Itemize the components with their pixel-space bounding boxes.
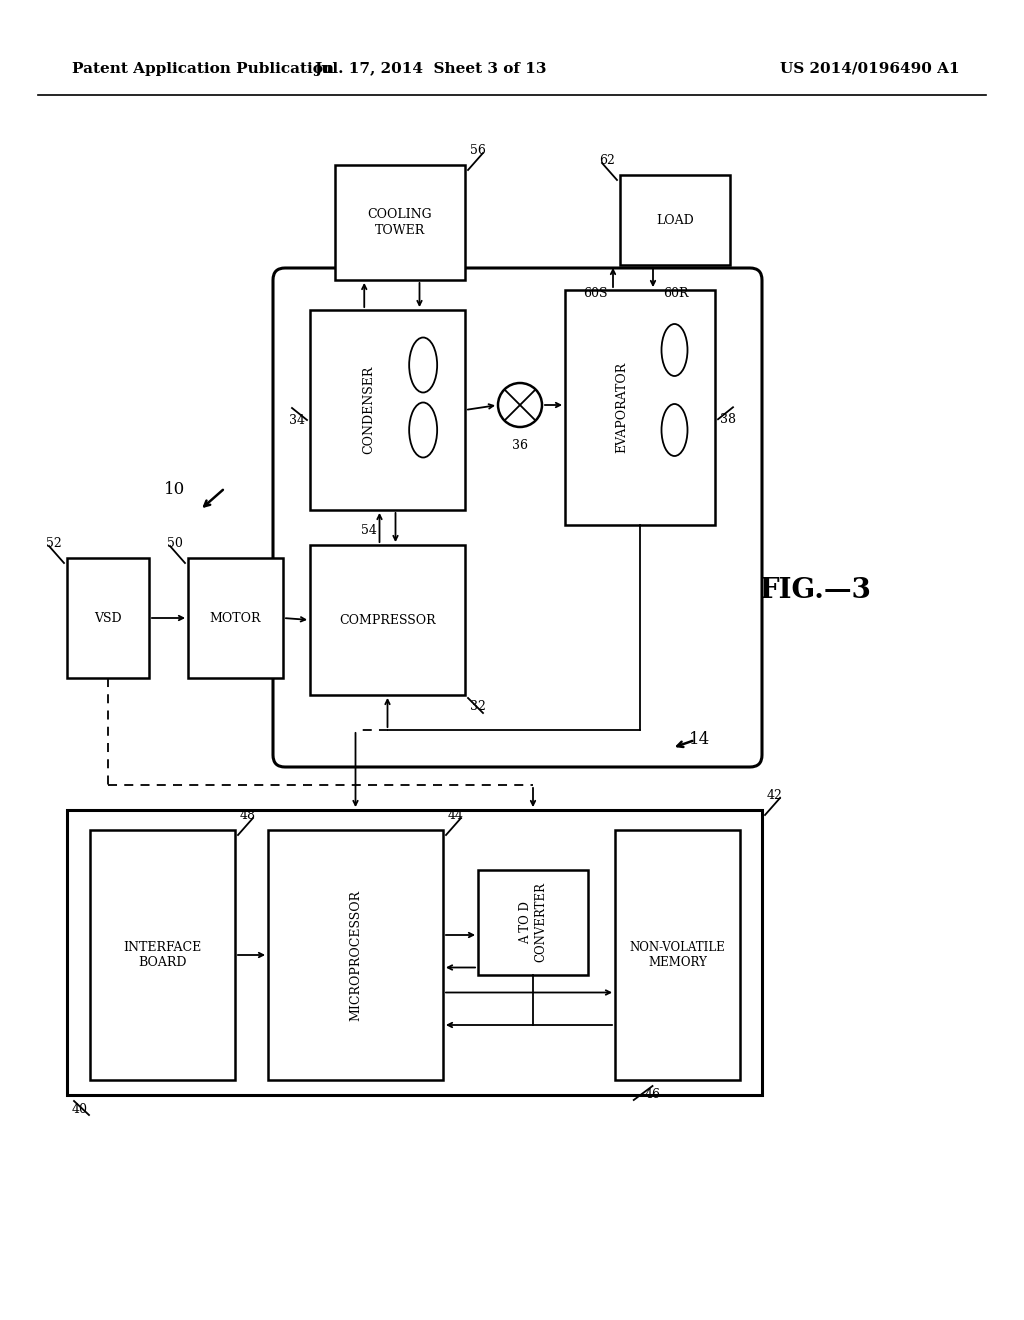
Text: 38: 38	[720, 413, 736, 426]
Bar	[268, 830, 443, 1080]
Text: CONDENSER: CONDENSER	[362, 366, 376, 454]
Text: 14: 14	[689, 731, 711, 748]
Text: NON-VOLATILE
MEMORY: NON-VOLATILE MEMORY	[630, 941, 725, 969]
Bar	[188, 558, 283, 678]
Bar	[67, 810, 762, 1096]
Ellipse shape	[410, 403, 437, 458]
Bar	[90, 830, 234, 1080]
Text: 56: 56	[470, 144, 485, 157]
Text: US 2014/0196490 A1: US 2014/0196490 A1	[780, 62, 961, 77]
Bar	[67, 558, 150, 678]
Bar	[310, 310, 465, 510]
Text: Jul. 17, 2014  Sheet 3 of 13: Jul. 17, 2014 Sheet 3 of 13	[313, 62, 546, 77]
Text: 60R: 60R	[663, 286, 688, 300]
Text: 50: 50	[167, 537, 183, 550]
Text: COMPRESSOR: COMPRESSOR	[339, 614, 436, 627]
Text: COOLING
TOWER: COOLING TOWER	[368, 209, 432, 236]
Text: 34: 34	[289, 413, 305, 426]
Text: 52: 52	[46, 537, 62, 550]
Ellipse shape	[662, 404, 687, 455]
Text: Patent Application Publication: Patent Application Publication	[72, 62, 334, 77]
Text: VSD: VSD	[94, 611, 122, 624]
Text: 10: 10	[165, 482, 185, 499]
Text: MICROPROCESSOR: MICROPROCESSOR	[349, 890, 362, 1020]
Ellipse shape	[410, 338, 437, 392]
Bar	[478, 870, 588, 975]
Text: 40: 40	[72, 1104, 88, 1115]
Text: 46: 46	[644, 1088, 660, 1101]
Bar	[565, 290, 715, 525]
Text: 32: 32	[470, 700, 485, 713]
Text: LOAD: LOAD	[656, 214, 694, 227]
Bar	[615, 830, 740, 1080]
Text: FIG.—3: FIG.—3	[760, 577, 871, 603]
Bar	[620, 176, 730, 265]
Bar	[310, 545, 465, 696]
Text: EVAPORATOR: EVAPORATOR	[615, 362, 629, 453]
Text: 54: 54	[361, 524, 377, 537]
Text: 60S: 60S	[584, 286, 608, 300]
Text: A TO D
CONVERTER: A TO D CONVERTER	[519, 883, 547, 962]
Text: 36: 36	[512, 440, 528, 451]
Ellipse shape	[662, 323, 687, 376]
Text: 42: 42	[767, 789, 783, 803]
Bar	[335, 165, 465, 280]
Text: INTERFACE
BOARD: INTERFACE BOARD	[123, 941, 202, 969]
Text: MOTOR: MOTOR	[210, 611, 261, 624]
Text: 44: 44	[449, 809, 464, 822]
Text: 48: 48	[240, 809, 256, 822]
Text: 62: 62	[599, 154, 615, 168]
